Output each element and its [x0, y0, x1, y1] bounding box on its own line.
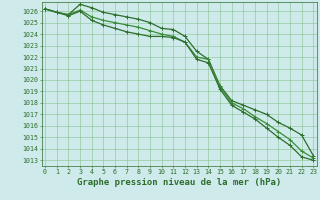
- X-axis label: Graphe pression niveau de la mer (hPa): Graphe pression niveau de la mer (hPa): [77, 178, 281, 187]
